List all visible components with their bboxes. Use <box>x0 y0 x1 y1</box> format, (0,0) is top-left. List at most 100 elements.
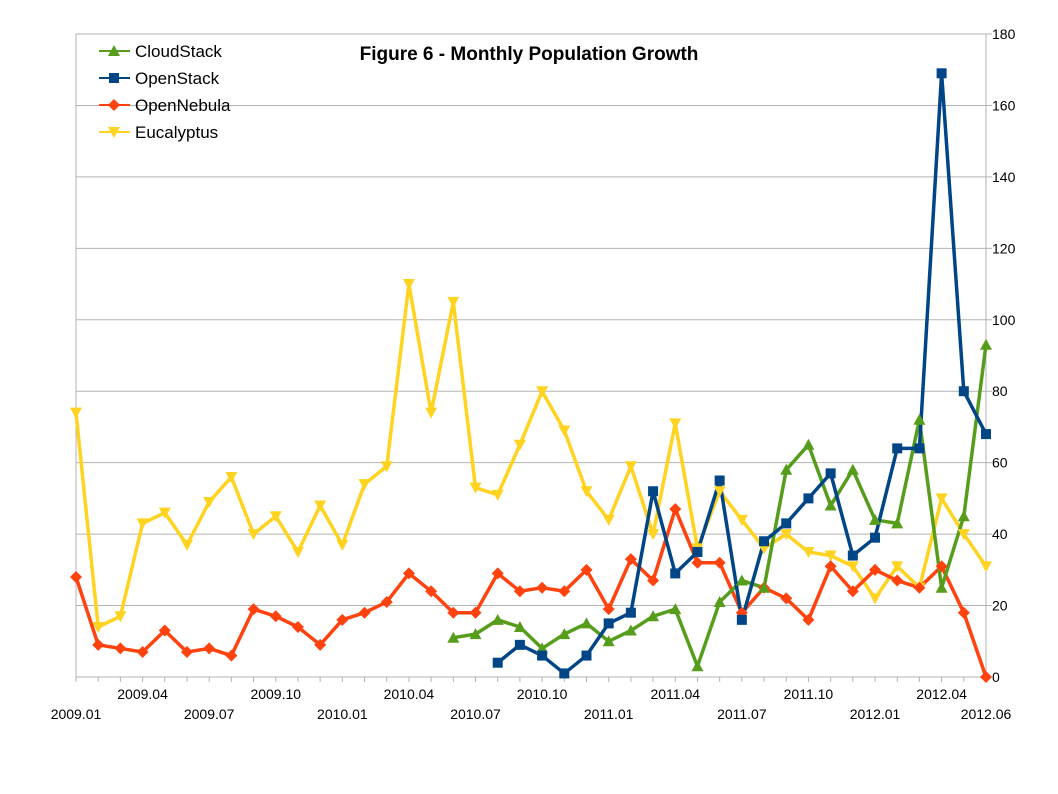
opennebula-point <box>180 645 193 658</box>
eucalyptus-point <box>669 418 682 430</box>
opennebula-point <box>891 574 904 587</box>
y-tick-label: 80 <box>992 383 1008 399</box>
eucalyptus-point <box>314 500 327 512</box>
series-markers <box>70 68 992 683</box>
opennebula-point <box>513 585 526 598</box>
cloudstack-point <box>513 620 526 632</box>
openstack-point <box>914 443 925 454</box>
opennebula-point <box>580 563 593 576</box>
opennebula-point <box>70 570 82 583</box>
eucalyptus-point <box>869 593 882 605</box>
opennebula-point <box>780 592 793 605</box>
opennebula-point <box>802 613 815 626</box>
opennebula-point <box>824 560 837 573</box>
eucalyptus-point <box>380 461 393 473</box>
legend-label-cloudstack: CloudStack <box>135 42 222 61</box>
x-tick-label: 2009.10 <box>250 686 301 702</box>
opennebula-point <box>624 553 637 566</box>
opennebula-point <box>935 560 948 573</box>
opennebula-point <box>713 556 726 569</box>
x-tick-label: 2009.01 <box>51 706 102 722</box>
openstack-point <box>714 475 725 486</box>
opennebula-point <box>336 613 349 626</box>
y-tick-label: 120 <box>992 240 1016 256</box>
opennebula-point <box>358 606 371 619</box>
legend-marker-opennebula <box>108 99 120 111</box>
openstack-point <box>670 568 681 579</box>
opennebula-point <box>691 556 704 569</box>
opennebula-point <box>225 649 238 662</box>
openstack-point <box>781 518 792 529</box>
eucalyptus-point <box>70 407 82 419</box>
openstack-markers <box>492 68 991 679</box>
cloudstack-point <box>758 581 771 593</box>
x-tick-label: 2012.04 <box>916 686 967 702</box>
opennebula-point <box>602 603 615 616</box>
eucalyptus-point <box>291 546 304 558</box>
x-tick-label: 2011.10 <box>784 686 834 702</box>
x-tick-label: 2011.07 <box>717 706 767 722</box>
x-tick-label: 2012.06 <box>961 706 1012 722</box>
series-eucalyptus <box>74 282 988 629</box>
openstack-point <box>870 532 881 543</box>
x-tick-label: 2010.10 <box>517 686 568 702</box>
openstack-point <box>981 429 991 440</box>
opennebula-point <box>247 603 260 616</box>
opennebula-point <box>558 585 571 598</box>
eucalyptus-point <box>536 386 549 398</box>
opennebula-point <box>314 638 327 651</box>
cloudstack-point <box>846 463 859 475</box>
opennebula-point <box>647 574 660 587</box>
y-tick-label: 100 <box>992 312 1016 328</box>
openstack-point <box>892 443 903 454</box>
cloudstack-point <box>624 624 637 636</box>
cloudstack-point <box>824 499 837 511</box>
opennebula-point <box>291 620 304 633</box>
cloudstack-line <box>451 343 988 669</box>
opennebula-point <box>447 606 460 619</box>
openstack-point <box>825 468 836 479</box>
cloudstack-point <box>891 517 904 529</box>
eucalyptus-point <box>425 407 438 419</box>
openstack-point <box>559 668 570 679</box>
eucalyptus-point <box>558 425 571 437</box>
eucalyptus-point <box>469 482 482 494</box>
cloudstack-point <box>558 628 571 640</box>
y-tick-label: 180 <box>992 26 1016 42</box>
eucalyptus-point <box>158 507 171 519</box>
cloudstack-point <box>647 610 660 622</box>
eucalyptus-point <box>647 529 660 541</box>
openstack-point <box>759 536 770 547</box>
eucalyptus-point <box>735 514 748 526</box>
tick-labels: 0 20 40 60 80 100 120 140 160 180 2009.01 2009.04 20… <box>51 26 1016 722</box>
eucalyptus-point <box>980 561 992 573</box>
opennebula-point <box>136 645 149 658</box>
eucalyptus-point <box>92 621 105 633</box>
eucalyptus-point <box>802 546 815 558</box>
cloudstack-point <box>447 631 460 643</box>
opennebula-point <box>269 610 282 623</box>
eucalyptus-point <box>580 486 593 498</box>
cloudstack-point <box>802 438 815 450</box>
eucalyptus-point <box>402 279 415 291</box>
y-tick-label: 20 <box>992 598 1008 614</box>
opennebula-point <box>846 585 859 598</box>
eucalyptus-point <box>780 529 793 541</box>
eucalyptus-point <box>114 611 127 623</box>
cloudstack-point <box>913 413 926 425</box>
openstack-point <box>936 68 947 79</box>
openstack-point <box>537 650 548 661</box>
cloudstack-point <box>735 574 748 586</box>
opennebula-point <box>158 624 171 637</box>
opennebula-point <box>980 671 992 683</box>
cloudstack-point <box>780 463 793 475</box>
cloudstack-point <box>491 613 504 625</box>
legend: CloudStack OpenStack OpenNebula Eucalyptus <box>99 42 231 142</box>
opennebula-point <box>957 606 970 619</box>
eucalyptus-point <box>846 561 859 573</box>
legend-marker-cloudstack <box>108 45 120 56</box>
cloudstack-point <box>602 635 615 647</box>
legend-item-eucalyptus: Eucalyptus <box>99 123 218 142</box>
opennebula-markers <box>70 503 992 683</box>
opennebula-point <box>402 567 415 580</box>
